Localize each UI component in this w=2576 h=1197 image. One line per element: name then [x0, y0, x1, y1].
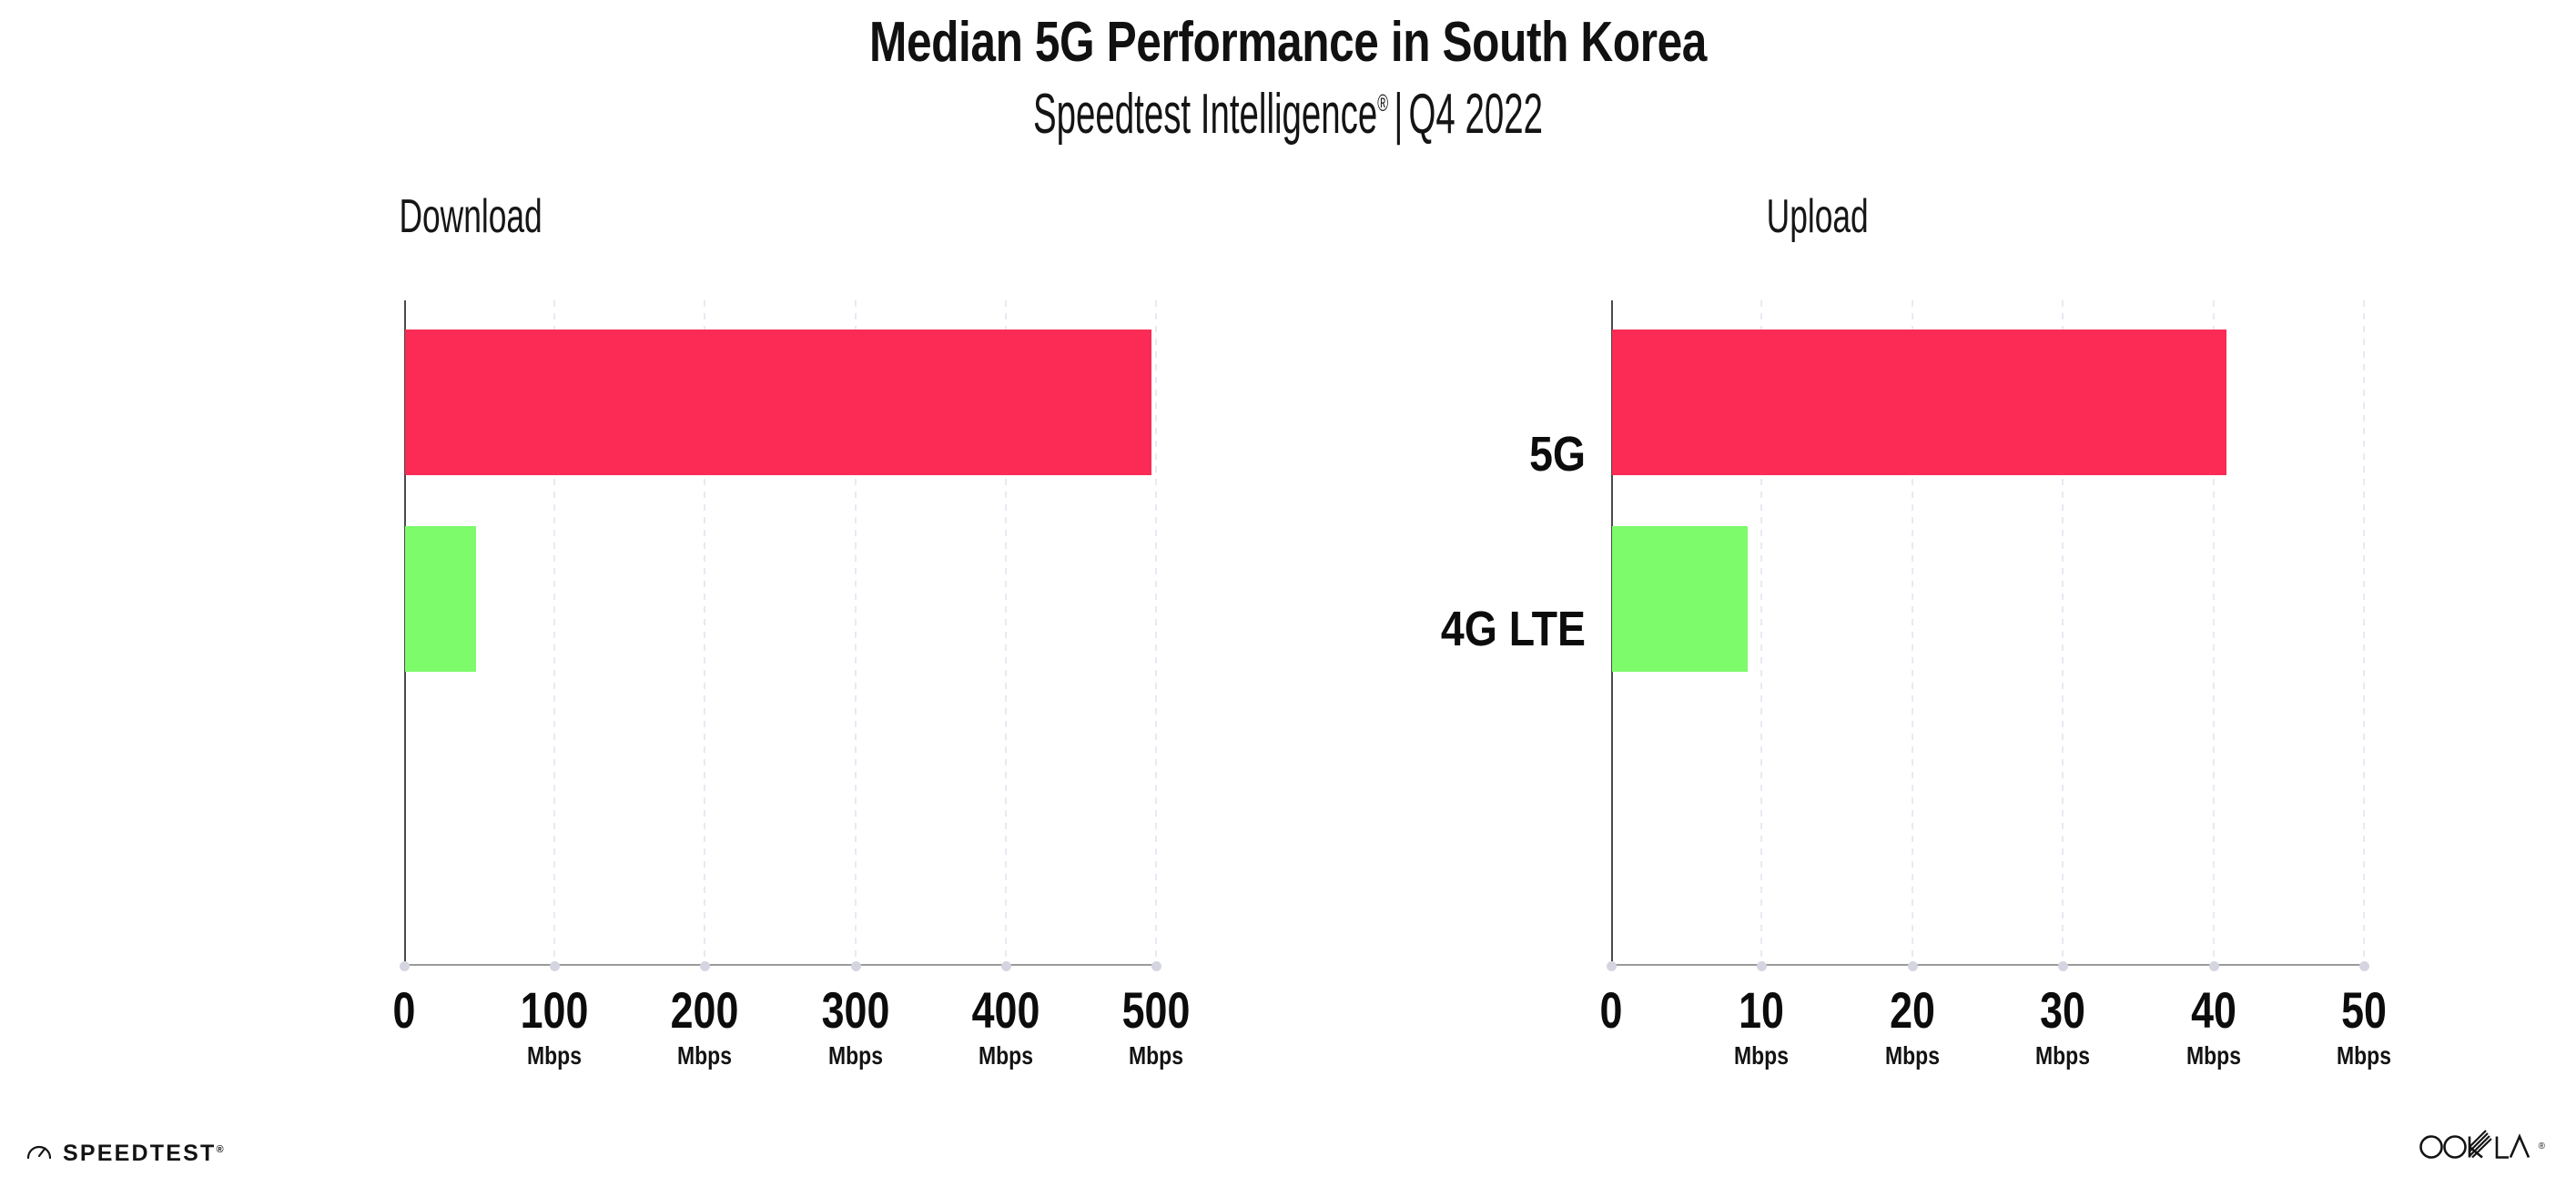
tick-dot: [2058, 961, 2069, 971]
tick-dot: [850, 961, 861, 971]
x-tick-label: 300 Mbps: [765, 985, 947, 1069]
x-tick-value: 20: [1889, 981, 1935, 1039]
x-tick-unit: Mbps: [2035, 1041, 2091, 1070]
bar-5g-upload: [1612, 330, 2226, 475]
panel-upload: Upload 5G 4G LTE 0 10 Mbps 20 Mbps 30 Mbps 40 Mb…: [1288, 189, 2576, 1100]
tick-dot: [1000, 961, 1011, 971]
chart-footer: SPEEDTEST®: [0, 1113, 2576, 1197]
gridline: [2212, 300, 2215, 965]
x-tick-unit: Mbps: [1884, 1041, 1940, 1070]
tick-dot: [700, 961, 711, 971]
x-tick-label: 0: [1520, 985, 1702, 1036]
ookla-registered-mark: ®: [2538, 1141, 2545, 1151]
x-tick-value: 500: [1121, 981, 1191, 1039]
tick-dot: [550, 961, 561, 971]
gridline: [2363, 300, 2365, 965]
gridline: [2062, 300, 2064, 965]
x-tick-value: 50: [2341, 981, 2387, 1039]
x-tick-value: 400: [971, 981, 1040, 1039]
x-tick-label: 40 Mbps: [2123, 985, 2305, 1069]
bar-5g-download: [405, 330, 1152, 475]
x-tick-value: 0: [392, 981, 416, 1039]
x-tick-unit: Mbps: [1129, 1041, 1183, 1070]
bar-4glte-download: [405, 526, 476, 672]
gridline: [854, 300, 857, 965]
x-tick-unit: Mbps: [2337, 1041, 2391, 1070]
x-tick-label: 20 Mbps: [1821, 985, 2003, 1069]
x-tick-label: 30 Mbps: [1972, 985, 2154, 1069]
x-axis-download: [404, 964, 1156, 966]
page-title: Median 5G Performance in South Korea: [869, 11, 1707, 74]
gridline: [704, 300, 706, 965]
speedtest-wordmark: SPEEDTEST®: [63, 1141, 224, 1166]
panel-title-download: Download: [399, 190, 543, 243]
registered-mark: ®: [1377, 88, 1389, 117]
panel-download: Download 5G 4G LTE 0100Mbps200Mbps300Mbp…: [0, 189, 1288, 1100]
x-tick-unit: Mbps: [527, 1041, 583, 1070]
x-tick-unit: Mbps: [1734, 1041, 1790, 1070]
x-tick-label: 10 Mbps: [1670, 985, 1852, 1069]
speedtest-logo: SPEEDTEST®: [25, 1138, 224, 1170]
gridline: [553, 300, 556, 965]
tick-dot: [2359, 961, 2369, 971]
ookla-logo-icon: [2417, 1125, 2537, 1172]
x-tick-label: 50 Mbps: [2273, 985, 2455, 1069]
gridline: [1004, 300, 1007, 965]
speedometer-gauge-icon: [25, 1138, 53, 1170]
tick-dot: [1607, 961, 1617, 971]
chart-panels: Download 5G 4G LTE 0100Mbps200Mbps300Mbp…: [0, 189, 2576, 1100]
category-label-4glte-upload: 4G LTE: [1440, 602, 1586, 656]
x-tick-label: 0: [313, 985, 495, 1036]
gridline: [1760, 300, 1763, 965]
x-tick-value: 0: [1599, 981, 1623, 1039]
tick-dot: [400, 961, 410, 971]
x-tick-unit: Mbps: [677, 1041, 733, 1070]
x-tick-unit: Mbps: [978, 1041, 1033, 1070]
x-tick-value: 200: [671, 981, 739, 1039]
category-label-5g-upload: 5G: [1529, 427, 1586, 482]
tick-dot: [1757, 961, 1768, 971]
tick-dot: [1151, 961, 1161, 971]
tick-dot: [2208, 961, 2219, 971]
x-tick-value: 40: [2190, 981, 2236, 1039]
tick-dot: [1907, 961, 1918, 971]
ookla-logo: ®: [2417, 1125, 2545, 1172]
x-axis-upload: [1611, 964, 2364, 966]
x-tick-label: 100 Mbps: [463, 985, 645, 1069]
x-tick-unit: Mbps: [2186, 1041, 2241, 1070]
x-tick-value: 30: [2040, 981, 2086, 1039]
x-tick-value: 300: [821, 981, 889, 1039]
chart-header: Median 5G Performance in South Korea Spe…: [0, 0, 2576, 149]
x-tick-label: 200 Mbps: [614, 985, 796, 1069]
x-tick-label: 400 Mbps: [915, 985, 1097, 1069]
chart-subtitle: Speedtest Intelligence®|Q4 2022: [490, 79, 2087, 150]
subtitle-brand: Speedtest Intelligence: [1032, 82, 1378, 146]
plot-area-download: [400, 300, 1161, 971]
x-tick-value: 10: [1739, 981, 1785, 1039]
subtitle-separator: |: [1394, 82, 1404, 146]
x-tick-value: 100: [520, 981, 589, 1039]
gridline: [1155, 300, 1157, 965]
bar-4glte-upload: [1612, 526, 1748, 672]
panel-title-upload: Upload: [1766, 190, 1869, 243]
x-tick-label: 500 Mbps: [1065, 985, 1247, 1069]
x-tick-unit: Mbps: [827, 1041, 883, 1070]
plot-area-upload: [1607, 300, 2369, 971]
gridline: [1911, 300, 1913, 965]
subtitle-period: Q4 2022: [1408, 82, 1544, 146]
